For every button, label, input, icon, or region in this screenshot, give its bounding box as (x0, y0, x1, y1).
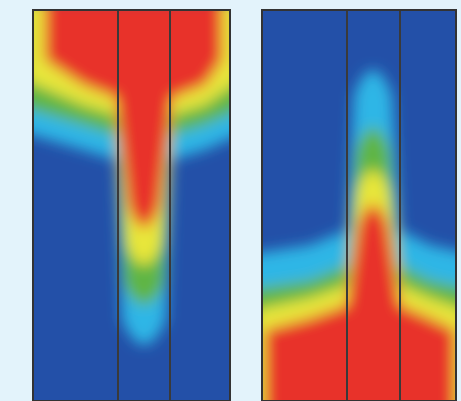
contour-red (265, 205, 455, 401)
left-heatmap (33, 10, 230, 401)
panel-border (32, 9, 231, 401)
panel-border (261, 9, 457, 401)
right-heatmap (262, 10, 456, 401)
contour-red (45, 10, 222, 228)
